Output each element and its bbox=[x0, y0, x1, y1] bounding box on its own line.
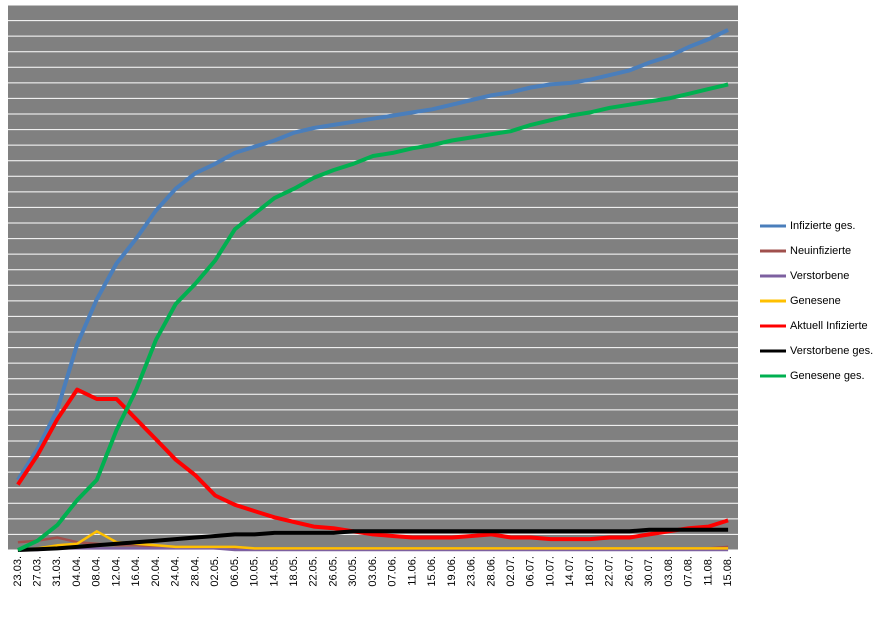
x-tick-label: 24.04. bbox=[170, 556, 182, 587]
x-tick-label: 22.07. bbox=[604, 556, 616, 587]
x-tick-label: 11.08. bbox=[702, 556, 714, 586]
x-tick-label: 15.08. bbox=[722, 556, 734, 587]
legend-label: Verstorbene ges. bbox=[790, 345, 873, 357]
x-tick-label: 06.07. bbox=[525, 556, 537, 587]
x-tick-label: 26.07. bbox=[623, 556, 635, 587]
legend-label: Neuinfizierte bbox=[790, 245, 851, 257]
x-tick-label: 26.05. bbox=[327, 556, 339, 587]
x-tick-label: 08.04. bbox=[91, 556, 103, 587]
x-tick-label: 18.05. bbox=[288, 556, 300, 587]
x-tick-label: 14.07. bbox=[564, 556, 576, 587]
x-tick-label: 23.03. bbox=[12, 556, 24, 587]
plot-area bbox=[8, 5, 738, 550]
x-tick-label: 02.07. bbox=[505, 556, 517, 587]
legend-label: Verstorbene bbox=[790, 270, 849, 282]
x-tick-label: 04.04. bbox=[71, 556, 83, 587]
x-tick-label: 30.07. bbox=[643, 556, 655, 587]
series-line bbox=[17, 82, 729, 552]
legend-label: Genesene bbox=[790, 295, 841, 307]
x-tick-label: 03.06. bbox=[367, 556, 379, 587]
series-line bbox=[16, 28, 729, 481]
x-tick-label: 22.05. bbox=[308, 556, 320, 587]
x-tick-label: 15.06. bbox=[426, 556, 438, 587]
x-tick-label: 19.06. bbox=[446, 556, 458, 587]
x-tick-label: 20.04. bbox=[150, 556, 162, 587]
x-tick-label: 12.04. bbox=[110, 556, 122, 587]
x-tick-label: 27.03. bbox=[32, 556, 44, 587]
x-tick-label: 14.05. bbox=[268, 556, 280, 587]
x-tick-label: 23.06. bbox=[466, 556, 478, 587]
x-tick-label: 11.06. bbox=[406, 556, 418, 586]
x-tick-label: 02.05. bbox=[209, 556, 221, 587]
legend-label: Infizierte ges. bbox=[790, 220, 855, 232]
legend-label: Genesene ges. bbox=[790, 370, 865, 382]
x-tick-label: 10.07. bbox=[544, 556, 556, 587]
x-tick-label: 07.08. bbox=[683, 556, 695, 587]
x-tick-label: 30.05. bbox=[347, 556, 359, 587]
x-tick-label: 06.05. bbox=[229, 556, 241, 587]
series-line bbox=[17, 547, 729, 552]
x-tick-label: 07.06. bbox=[387, 556, 399, 587]
x-tick-label: 03.08. bbox=[663, 556, 675, 587]
x-tick-label: 16.04. bbox=[130, 556, 142, 587]
legend-label: Aktuell Infizierte bbox=[790, 320, 868, 332]
x-tick-label: 18.07. bbox=[584, 556, 596, 587]
x-tick-label: 28.04. bbox=[189, 556, 201, 587]
x-tick-label: 31.03. bbox=[51, 556, 63, 587]
series-line bbox=[16, 387, 729, 542]
series-line bbox=[17, 527, 729, 552]
x-tick-label: 10.05. bbox=[249, 556, 261, 587]
x-tick-label: 28.06. bbox=[485, 556, 497, 587]
